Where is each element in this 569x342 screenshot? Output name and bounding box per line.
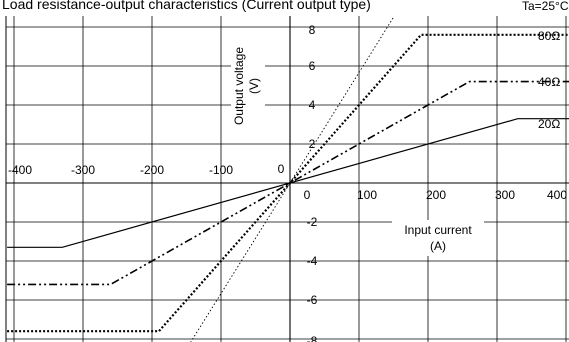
y-tick-label: 2 — [309, 137, 316, 151]
x-tick-label: -100 — [209, 163, 233, 177]
x-axis-title: Input current (A) — [392, 220, 484, 256]
tick-labels: -400 -300 -200 -100 0 100 200 300 400 8 6 4 2 0 -2 -4 -6… — [8, 23, 567, 342]
x-axis-unit: (A) — [430, 239, 446, 253]
x-tick-label: -200 — [140, 163, 164, 177]
legend-label-80ohm: 80Ω — [538, 29, 560, 43]
series-line-2 — [7, 118, 569, 248]
y-tick-label: -8 — [307, 334, 318, 342]
chart-condition: Ta=25°C — [522, 0, 569, 13]
series-group — [7, 17, 569, 342]
legend-label-40ohm: 40Ω — [538, 75, 560, 89]
grid — [6, 16, 569, 342]
y-axis-title: Output voltage (V) — [231, 40, 265, 132]
chart-title: Load resistance-output characteristics (… — [2, 0, 371, 12]
legend-label-20ohm: 20Ω — [538, 117, 560, 131]
y-tick-label: 0 — [278, 162, 285, 176]
y-tick-label: 6 — [309, 59, 316, 73]
y-tick-label: 4 — [309, 98, 316, 112]
y-tick-label: -2 — [307, 215, 318, 229]
y-axis-label: Output voltage — [232, 47, 246, 125]
x-tick-label: -400 — [8, 163, 32, 177]
x-tick-label: 400 — [547, 188, 567, 202]
x-tick-label: 100 — [357, 188, 377, 202]
x-axis-label: Input current — [404, 223, 472, 237]
y-axis-unit: (V) — [247, 78, 261, 94]
series-line-3 — [190, 17, 394, 342]
y-tick-label: 8 — [309, 23, 316, 37]
y-tick-label: -4 — [307, 254, 318, 268]
x-tick-label: 200 — [426, 188, 446, 202]
x-tick-label: 300 — [495, 188, 515, 202]
y-tick-label: -6 — [307, 293, 318, 307]
x-tick-label: 0 — [304, 188, 311, 202]
series-line-1 — [7, 80, 569, 286]
axes — [5, 16, 569, 342]
x-tick-label: -300 — [71, 163, 95, 177]
